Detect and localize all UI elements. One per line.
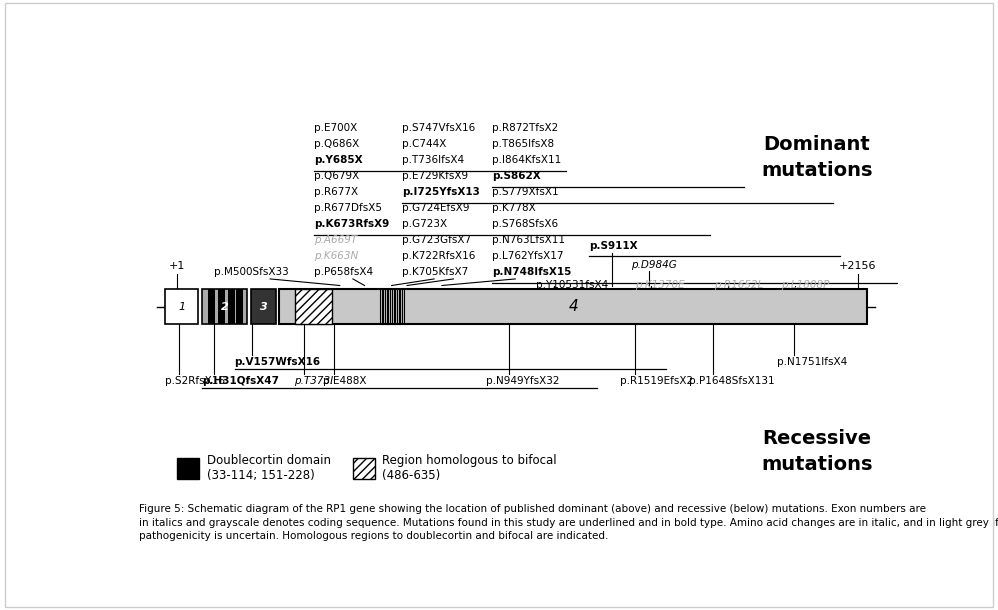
Text: p.T865IfsX8: p.T865IfsX8 (492, 139, 554, 149)
Text: p.H31QfsX47: p.H31QfsX47 (202, 376, 279, 386)
Text: p.Y685X: p.Y685X (314, 156, 363, 165)
Bar (353, 458, 374, 479)
Text: p.A669T: p.A669T (314, 235, 357, 245)
Text: p.S747VfsX16: p.S747VfsX16 (401, 123, 475, 134)
Text: Doublecortin domain
(33-114; 151-228): Doublecortin domain (33-114; 151-228) (207, 454, 330, 482)
Text: p.R677X: p.R677X (314, 187, 358, 197)
Text: p.M500SfsX33: p.M500SfsX33 (214, 267, 288, 277)
Text: p.S768SfsX6: p.S768SfsX6 (492, 219, 558, 229)
Text: Dominant
mutations: Dominant mutations (761, 135, 872, 181)
Text: 3: 3 (259, 302, 267, 312)
Text: p.K705KfsX7: p.K705KfsX7 (401, 267, 468, 277)
Text: p.Q686X: p.Q686X (314, 139, 359, 149)
Text: p.R872TfsX2: p.R872TfsX2 (492, 123, 559, 134)
Text: p.P658fsX4: p.P658fsX4 (314, 267, 373, 277)
Text: p.K722RfsX16: p.K722RfsX16 (401, 251, 475, 261)
Bar (209, 289, 216, 325)
Text: p.S779XfsX1: p.S779XfsX1 (492, 187, 559, 197)
Text: 4: 4 (569, 300, 578, 314)
Text: p.G724EfsX9: p.G724EfsX9 (401, 203, 469, 213)
Text: 1: 1 (178, 302, 186, 312)
Text: p.L1808P: p.L1808P (780, 280, 829, 290)
Text: p.G723GfsX7: p.G723GfsX7 (401, 235, 471, 245)
Text: p.R1519EfsX2: p.R1519EfsX2 (620, 376, 693, 386)
Text: p.N1751IfsX4: p.N1751IfsX4 (776, 357, 847, 367)
Text: p.K673RfsX9: p.K673RfsX9 (314, 219, 389, 229)
Text: p.L762YfsX17: p.L762YfsX17 (492, 251, 564, 261)
Text: p.S2RfsX16: p.S2RfsX16 (165, 376, 225, 386)
Text: p.G723X: p.G723X (401, 219, 447, 229)
Bar (218, 289, 225, 325)
Text: p.I725YfsX13: p.I725YfsX13 (401, 187, 479, 197)
Bar (295, 289, 332, 325)
Bar (202, 289, 247, 325)
Text: p.E729KfsX9: p.E729KfsX9 (401, 171, 468, 181)
Text: p.S911X: p.S911X (589, 241, 638, 251)
Text: Recessive
mutations: Recessive mutations (761, 429, 872, 474)
Text: p.C744X: p.C744X (401, 139, 446, 149)
Text: p.R1652L: p.R1652L (715, 280, 763, 290)
Text: p.T373I: p.T373I (294, 376, 333, 386)
Text: p.K663N: p.K663N (314, 251, 358, 261)
Text: p.T736IfsX4: p.T736IfsX4 (401, 156, 464, 165)
Text: Region homologous to bifocal
(486-635): Region homologous to bifocal (486-635) (382, 454, 557, 482)
Text: +1: +1 (169, 262, 186, 271)
Bar (279, 289, 867, 325)
Bar (178, 458, 199, 479)
Text: p.R677DfsX5: p.R677DfsX5 (314, 203, 382, 213)
Bar (165, 289, 199, 325)
Text: Figure 5: Schematic diagram of the RP1 gene showing the location of published do: Figure 5: Schematic diagram of the RP1 g… (139, 504, 998, 541)
Text: p.K778X: p.K778X (492, 203, 536, 213)
Text: p.Q679X: p.Q679X (314, 171, 359, 181)
Text: p.N949YfsX32: p.N949YfsX32 (486, 376, 560, 386)
Text: p.K1370E: p.K1370E (636, 280, 685, 290)
Text: p.I864KfsX11: p.I864KfsX11 (492, 156, 562, 165)
Text: p.E700X: p.E700X (314, 123, 357, 134)
Text: p.E488X: p.E488X (322, 376, 366, 386)
Text: p.P1648SfsX131: p.P1648SfsX131 (690, 376, 775, 386)
Text: p.S862X: p.S862X (492, 171, 541, 181)
Text: p.V157WfsX16: p.V157WfsX16 (235, 357, 320, 367)
Bar (237, 289, 244, 325)
Text: p.N748IfsX15: p.N748IfsX15 (492, 267, 572, 277)
Text: p.D984G: p.D984G (631, 259, 677, 270)
Text: p.N763LfsX11: p.N763LfsX11 (492, 235, 565, 245)
Bar (228, 289, 235, 325)
Text: p.Y10531fsX4: p.Y10531fsX4 (536, 280, 609, 290)
Text: 2: 2 (221, 302, 229, 312)
Bar (250, 289, 276, 325)
Text: +2156: +2156 (839, 262, 876, 271)
